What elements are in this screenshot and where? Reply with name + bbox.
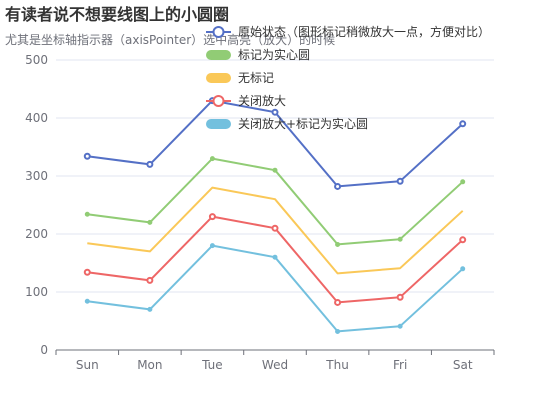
x-tick-label: Wed (262, 358, 288, 372)
data-point[interactable] (147, 306, 153, 312)
legend-label: 无标记 (238, 71, 274, 85)
data-point[interactable] (397, 323, 403, 329)
y-tick-label: 400 (25, 111, 48, 125)
data-point[interactable] (272, 254, 278, 260)
legend-item[interactable]: 关闭放大 (206, 93, 286, 108)
data-point[interactable] (84, 211, 90, 217)
y-tick-label: 200 (25, 227, 48, 241)
data-point[interactable] (335, 241, 341, 247)
x-tick-label: Thu (325, 358, 349, 372)
series-1 (84, 156, 466, 247)
data-point[interactable] (397, 236, 403, 242)
data-point[interactable] (84, 298, 90, 304)
grid-lines (56, 59, 494, 293)
series-3 (83, 213, 467, 306)
y-tick-label: 100 (25, 285, 48, 299)
y-tick-label: 500 (25, 53, 48, 67)
legend-swatch (212, 95, 225, 107)
legend-swatch (206, 119, 231, 129)
chart-subtitle: 尤其是坐标轴指示器（axisPointer）选中高亮（放大）的时候 (5, 32, 335, 47)
legend-swatch (212, 26, 225, 38)
legend-label: 关闭放大+标记为实心圆 (238, 116, 368, 131)
legend-item[interactable]: 关闭放大+标记为实心圆 (206, 116, 368, 131)
x-tick-label: Sat (453, 358, 473, 372)
series-0 (83, 97, 467, 190)
data-point[interactable] (460, 179, 466, 185)
data-point[interactable] (459, 120, 467, 128)
y-tick-label: 0 (40, 343, 48, 357)
data-point[interactable] (396, 293, 404, 301)
legend-label: 关闭放大 (238, 93, 286, 108)
data-point[interactable] (396, 177, 404, 185)
data-point[interactable] (146, 276, 154, 284)
data-point[interactable] (208, 213, 216, 221)
chart-title: 有读者说不想要线图上的小圆圈 (5, 5, 229, 24)
data-point[interactable] (459, 236, 467, 244)
legend[interactable]: 原始状态（图形标记稍微放大一点，方便对比） 标记为实心圆无标记关闭放大关闭放大+标… (206, 24, 490, 131)
x-tick-label: Mon (137, 358, 162, 372)
legend-item[interactable]: 原始状态（图形标记稍微放大一点，方便对比） (206, 24, 490, 39)
data-point[interactable] (335, 328, 341, 334)
series-4 (84, 243, 466, 334)
data-point[interactable] (83, 152, 91, 160)
data-point[interactable] (334, 182, 342, 190)
x-tick-label: Sun (76, 358, 99, 372)
data-point[interactable] (209, 243, 215, 249)
series-line[interactable] (87, 186, 464, 275)
x-tick-label: Fri (393, 358, 407, 372)
data-point[interactable] (271, 224, 279, 232)
legend-label: 标记为实心圆 (238, 47, 310, 62)
data-point[interactable] (83, 268, 91, 276)
y-tick-label: 300 (25, 169, 48, 183)
legend-item[interactable]: 标记为实心圆 (206, 47, 310, 62)
series-2 (87, 186, 464, 275)
legend-swatch (206, 50, 231, 60)
data-point[interactable] (209, 156, 215, 162)
data-point[interactable] (460, 266, 466, 272)
data-point[interactable] (272, 167, 278, 173)
x-tick-label: Tue (201, 358, 223, 372)
data-point[interactable] (147, 219, 153, 225)
legend-swatch (206, 73, 231, 83)
data-point[interactable] (271, 108, 279, 116)
data-point[interactable] (146, 160, 154, 168)
legend-item[interactable]: 无标记 (206, 71, 274, 85)
series-group (83, 97, 467, 334)
data-point[interactable] (334, 298, 342, 306)
axes: 0 100 200 300 400 500 Sun Mon Tue Wed Thu Fri Sat (25, 53, 495, 372)
legend-label: 原始状态（图形标记稍微放大一点，方便对比） (238, 24, 490, 39)
